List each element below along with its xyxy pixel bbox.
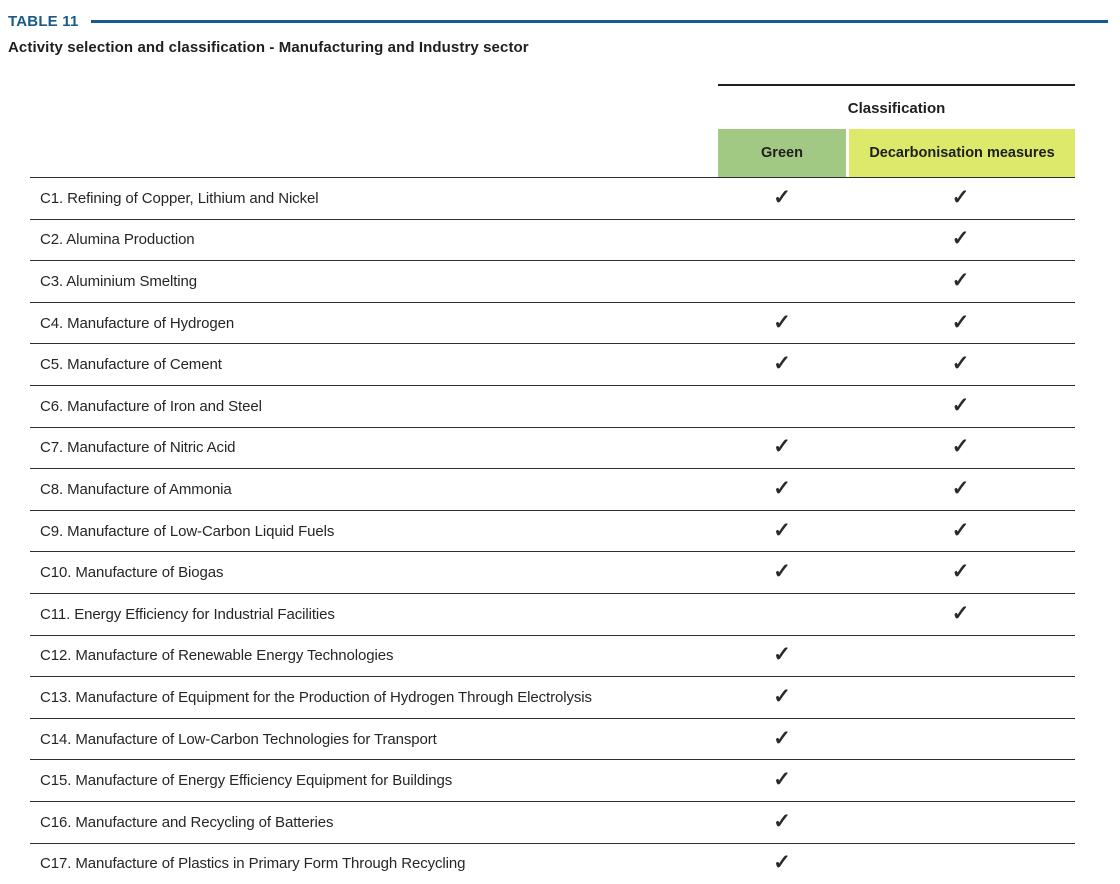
green-check <box>718 261 846 302</box>
decarbonisation-check <box>846 719 1075 760</box>
table-caption-area: TABLE 11 Activity selection and classifi… <box>0 0 1120 56</box>
table-row: C9. Manufacture of Low-Carbon Liquid Fue… <box>30 509 1075 552</box>
green-check: ✓ <box>773 310 791 334</box>
activity-label: C10. Manufacture of Biogas <box>40 564 224 582</box>
table-body: C1. Refining of Copper, Lithium and Nick… <box>30 177 1075 884</box>
activity-label: C1. Refining of Copper, Lithium and Nick… <box>40 189 319 207</box>
activity-label: C12. Manufacture of Renewable Energy Tec… <box>40 647 394 665</box>
decarbonisation-check: ✓ <box>951 185 970 209</box>
table-title: Activity selection and classification - … <box>8 39 529 56</box>
activity-label: C2. Alumina Production <box>40 231 195 249</box>
decarbonisation-check <box>846 760 1075 801</box>
table-row: C5. Manufacture of Cement ✓ ✓ <box>30 343 1075 385</box>
activity-label: C8. Manufacture of Ammonia <box>40 480 232 498</box>
activity-label: C3. Aluminium Smelting <box>40 272 198 290</box>
table-tag-row: TABLE 11 <box>8 13 1110 30</box>
activity-label: C13. Manufacture of Equipment for the Pr… <box>40 688 592 706</box>
decarbonisation-check: ✓ <box>951 601 970 625</box>
classification-group-header: Classification <box>718 84 1075 129</box>
classification-group-header-row: Classification <box>30 84 1075 129</box>
activity-label: C14. Manufacture of Low-Carbon Technolog… <box>40 730 437 748</box>
activity-classification-table: Classification Green Decarbonisation mea… <box>30 84 1075 884</box>
decarbonisation-check <box>846 844 1075 884</box>
green-check: ✓ <box>773 435 791 459</box>
decarbonisation-column-header: Decarbonisation measures <box>846 129 1075 177</box>
green-check: ✓ <box>773 185 791 209</box>
decarbonisation-check <box>846 677 1075 718</box>
green-check: ✓ <box>773 518 791 542</box>
decarbonisation-check <box>846 636 1075 677</box>
green-check: ✓ <box>773 560 791 584</box>
green-check: ✓ <box>773 643 791 667</box>
decarbonisation-check: ✓ <box>951 268 970 292</box>
table-row: C17. Manufacture of Plastics in Primary … <box>30 842 1075 884</box>
activity-label: C16. Manufacture and Recycling of Batter… <box>40 813 334 831</box>
activity-label: C11. Energy Efficiency for Industrial Fa… <box>40 605 335 623</box>
header-spacer <box>30 84 718 129</box>
activity-label: C15. Manufacture of Energy Efficiency Eq… <box>40 772 453 790</box>
table-row: C3. Aluminium Smelting ✓ <box>30 260 1075 302</box>
activity-label: C7. Manufacture of Nitric Acid <box>40 439 236 457</box>
green-check: ✓ <box>773 726 791 750</box>
table-row: C13. Manufacture of Equipment for the Pr… <box>30 676 1075 718</box>
table-row: C2. Alumina Production ✓ <box>30 218 1075 261</box>
green-check: ✓ <box>773 809 791 833</box>
activity-label: C6. Manufacture of Iron and Steel <box>40 397 262 415</box>
green-check: ✓ <box>773 352 791 376</box>
decarbonisation-check: ✓ <box>951 476 970 500</box>
activity-label: C9. Manufacture of Low-Carbon Liquid Fue… <box>40 522 335 540</box>
decarbonisation-check: ✓ <box>951 352 970 376</box>
decarbonisation-check <box>846 802 1075 843</box>
decarbonisation-check: ✓ <box>951 435 970 459</box>
table-row: C7. Manufacture of Nitric Acid ✓ ✓ <box>30 426 1075 469</box>
header-spacer <box>30 129 718 177</box>
green-column-header: Green <box>718 129 846 177</box>
table-row: C8. Manufacture of Ammonia ✓ ✓ <box>30 468 1075 510</box>
activity-label: C4. Manufacture of Hydrogen <box>40 314 235 332</box>
green-check: ✓ <box>773 684 791 708</box>
green-check: ✓ <box>773 768 791 792</box>
table-row: C6. Manufacture of Iron and Steel ✓ <box>30 384 1075 427</box>
table-row: C10. Manufacture of Biogas ✓ ✓ <box>30 551 1075 593</box>
table-row: C14. Manufacture of Low-Carbon Technolog… <box>30 717 1075 760</box>
table-row: C11. Energy Efficiency for Industrial Fa… <box>30 592 1075 635</box>
table-row: C15. Manufacture of Energy Efficiency Eq… <box>30 759 1075 801</box>
activity-label: C17. Manufacture of Plastics in Primary … <box>40 855 466 873</box>
table-row: C1. Refining of Copper, Lithium and Nick… <box>30 177 1075 219</box>
green-check: ✓ <box>773 851 791 875</box>
decarbonisation-check: ✓ <box>951 310 970 334</box>
table-row: C4. Manufacture of Hydrogen ✓ ✓ <box>30 301 1075 344</box>
table-row: C16. Manufacture and Recycling of Batter… <box>30 800 1075 843</box>
activity-label: C5. Manufacture of Cement <box>40 356 222 374</box>
green-check <box>718 386 846 427</box>
column-header-row: Green Decarbonisation measures <box>30 129 1075 177</box>
table-row: C12. Manufacture of Renewable Energy Tec… <box>30 634 1075 677</box>
green-check <box>718 594 846 635</box>
green-check <box>718 220 846 261</box>
caption-rule <box>90 20 1108 23</box>
decarbonisation-check: ✓ <box>951 560 970 584</box>
decarbonisation-check: ✓ <box>951 518 970 542</box>
decarbonisation-check: ✓ <box>951 227 970 251</box>
table-number-label: TABLE 11 <box>8 13 79 30</box>
green-check: ✓ <box>773 476 791 500</box>
decarbonisation-check: ✓ <box>951 393 970 417</box>
